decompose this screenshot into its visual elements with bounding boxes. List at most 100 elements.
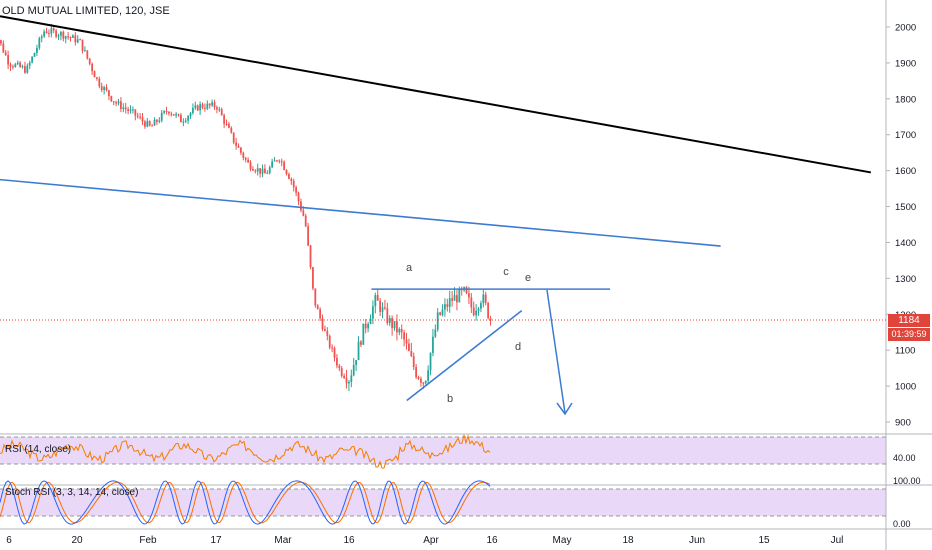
current-price-badge: 1184 [888, 314, 930, 327]
main-pane[interactable] [0, 0, 886, 432]
candle-body [475, 310, 478, 316]
candle-body [139, 116, 142, 118]
candle-body [280, 161, 283, 163]
candle-body [223, 115, 226, 124]
candle-body [36, 47, 38, 53]
candle-body [204, 107, 206, 109]
candle-body [9, 64, 12, 67]
rsi-title[interactable]: RSI (14, close) [5, 444, 72, 455]
candle-body [276, 160, 278, 162]
candle-body [360, 341, 362, 345]
candle-body [43, 31, 46, 37]
candle-body [108, 90, 110, 97]
candle-body [96, 77, 98, 79]
candle-body [57, 35, 60, 37]
candle-body [484, 294, 487, 303]
candle-body [249, 162, 252, 170]
candle-body [396, 321, 398, 333]
candle-body [146, 121, 149, 127]
time-tick-label: 17 [210, 535, 222, 546]
candle-body [105, 87, 108, 91]
candle-body [31, 56, 34, 63]
time-axis-ticks[interactable]: 6 20 Feb 17 Mar 16 Apr 16 May 18 Jun 15 Jul [6, 535, 843, 546]
candle-body [292, 181, 295, 188]
candle-body [160, 112, 163, 121]
candle-body [314, 288, 317, 306]
price-tick-label: 1600 [895, 166, 916, 177]
candle-body [0, 40, 2, 44]
candle-body [386, 308, 389, 323]
rsi-band [0, 437, 886, 464]
time-tick-label: 16 [343, 535, 355, 546]
trendline-drawings[interactable] [0, 15, 872, 402]
candle-body [487, 302, 490, 319]
candle-body [136, 115, 139, 117]
candle-body [182, 121, 185, 123]
candle-body [228, 123, 230, 128]
candle-body [211, 102, 214, 106]
candle-body [93, 71, 96, 78]
candle-body [480, 303, 482, 309]
price-axis-ticks[interactable]: 2000190018001700160015001400130012001100… [886, 23, 916, 429]
candle-body [472, 307, 475, 316]
candle-body [4, 52, 7, 56]
candle-body [187, 116, 190, 121]
candle-body [304, 215, 307, 227]
candle-body [422, 382, 425, 384]
time-tick-label: Feb [139, 535, 157, 546]
trendline [0, 178, 721, 247]
candle-body [340, 368, 343, 376]
candle-body [326, 330, 329, 336]
candle-body [112, 101, 115, 103]
stoch-d-line [0, 481, 491, 524]
candle-body [369, 318, 372, 324]
time-tick-label: Jul [831, 535, 844, 546]
time-tick-label: 15 [758, 535, 770, 546]
candle-body [237, 145, 240, 148]
candle-body [350, 375, 353, 383]
candle-body [117, 101, 120, 104]
stoch-title[interactable]: Stoch RSI (3, 3, 14, 14, close) [5, 487, 139, 498]
projection-arrow[interactable] [546, 289, 573, 416]
candle-body [343, 375, 346, 378]
candle-body [372, 306, 374, 319]
candle-body [254, 170, 257, 172]
candle-body [124, 107, 127, 110]
candle-body [465, 287, 468, 294]
candle-body [225, 123, 228, 125]
candle-body [432, 336, 434, 353]
candle-body [458, 288, 461, 303]
candle-body [400, 328, 403, 333]
candle-body [141, 117, 144, 122]
candle-body [67, 36, 70, 38]
candle-body [470, 297, 473, 308]
candle-body [115, 102, 118, 104]
candle-body [84, 50, 86, 52]
candle-body [391, 318, 394, 329]
candle-body [189, 113, 192, 117]
candle-body [357, 341, 360, 361]
wave-label: c [503, 266, 509, 278]
candle-body [16, 62, 19, 65]
candle-body [420, 378, 422, 383]
candle-body [446, 304, 449, 307]
symbol-title[interactable]: OLD MUTUAL LIMITED, 120, JSE [2, 5, 170, 17]
stoch-bottom-label: 0.00 [893, 519, 911, 529]
candle-body [170, 113, 173, 115]
candle-body [273, 160, 276, 162]
candlestick-series [0, 23, 492, 392]
candle-body [48, 33, 50, 35]
candle-body [60, 32, 62, 36]
price-tick-label: 1100 [895, 346, 915, 357]
candle-body [266, 173, 269, 175]
candle-body [156, 119, 158, 122]
candle-body [2, 43, 5, 53]
candle-body [220, 109, 223, 116]
candle-body [285, 169, 288, 175]
candle-body [441, 309, 444, 315]
candle-body [28, 62, 31, 66]
candle-body [362, 323, 365, 345]
candle-body [352, 364, 355, 376]
candle-body [74, 35, 77, 43]
